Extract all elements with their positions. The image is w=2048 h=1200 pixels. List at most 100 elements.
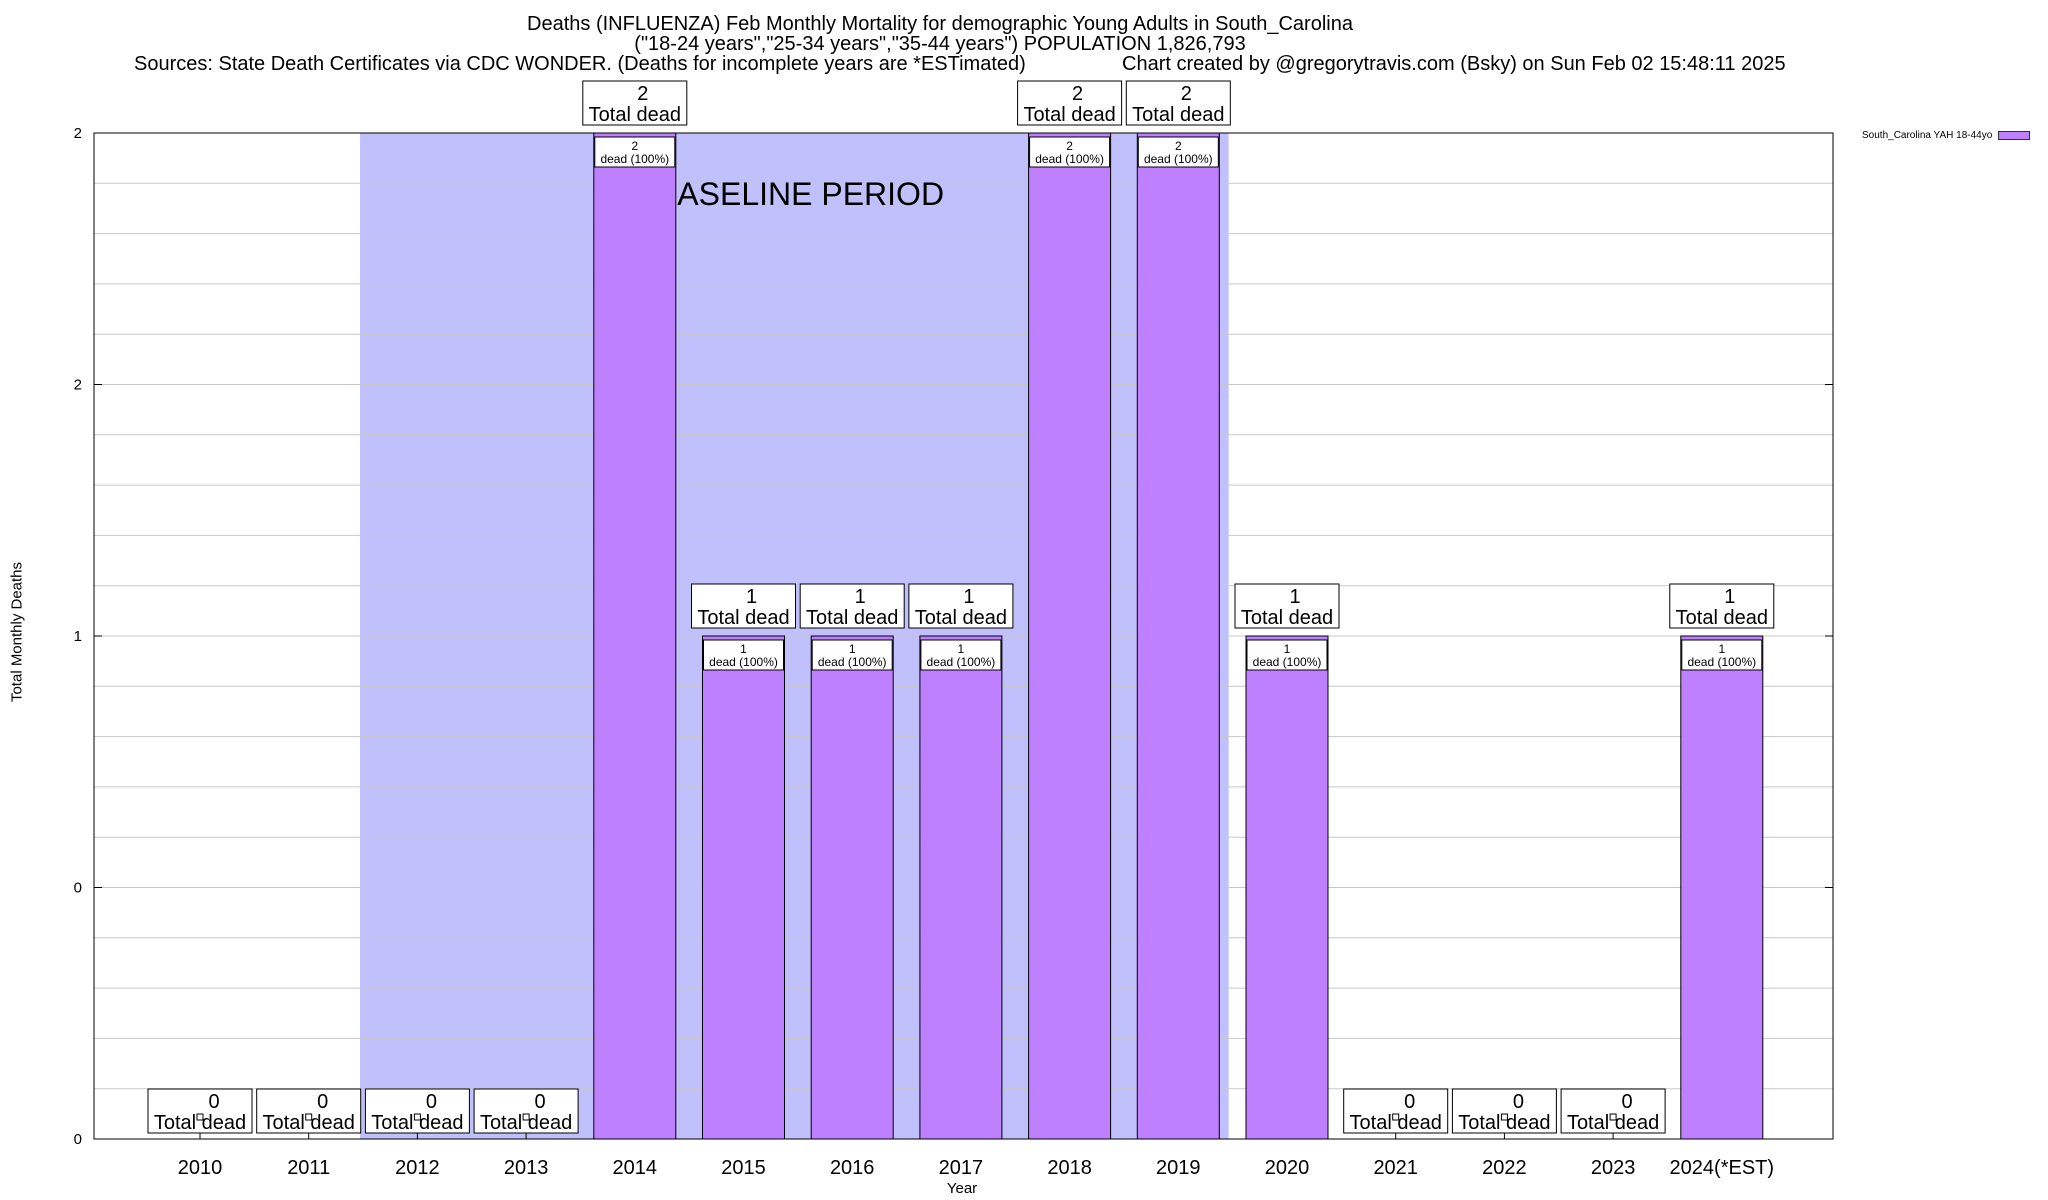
- bar-inner-value: 2: [1066, 139, 1073, 153]
- bar-inner-label-box: [1137, 136, 1219, 168]
- bar-inner-label: dead (100%): [600, 152, 669, 166]
- zero-marker: [413, 1113, 421, 1121]
- x-tick-label: 2016: [830, 1157, 875, 1179]
- total-label-box: [908, 583, 1014, 629]
- total-label-box: [691, 583, 796, 629]
- total-label-box: [1560, 1088, 1666, 1134]
- total-value: 1: [1724, 586, 1735, 608]
- total-label: Total dead: [1241, 607, 1333, 629]
- x-tick-label: 2020: [1265, 1157, 1310, 1179]
- total-value: 1: [963, 586, 974, 608]
- total-label-box: [364, 1088, 470, 1134]
- total-label-box: [1451, 1088, 1557, 1134]
- chart-sources: Sources: State Death Certificates via CD…: [134, 53, 1026, 75]
- total-label: Total dead: [480, 1112, 572, 1134]
- bar: [702, 635, 785, 1140]
- total-label: Total dead: [154, 1112, 246, 1134]
- chart-credit: Chart created by @gregorytravis.com (Bsk…: [1122, 53, 1786, 75]
- total-label-box: [1234, 583, 1340, 629]
- bar-inner-label-box: [703, 639, 784, 671]
- total-label: Total dead: [1350, 1112, 1442, 1134]
- bar: [919, 635, 1003, 1140]
- bar-inner-value: 1: [849, 642, 856, 656]
- chart-title-line-1: Deaths (INFLUENZA) Feb Monthly Mortality…: [527, 13, 1353, 35]
- total-value: 0: [1513, 1091, 1524, 1113]
- zero-marker: [196, 1113, 204, 1121]
- bar: [1136, 132, 1220, 1140]
- bar: [1245, 635, 1329, 1140]
- bar-inner-label-box: [920, 639, 1002, 671]
- total-label: Total dead: [915, 607, 1007, 629]
- bar: [1680, 635, 1764, 1140]
- x-tick-label: 2018: [1047, 1157, 1092, 1179]
- total-label-box: [473, 1088, 579, 1134]
- total-label: Total dead: [1567, 1112, 1659, 1134]
- x-tick-label: 2022: [1482, 1157, 1527, 1179]
- x-tick-label: 2019: [1156, 1157, 1201, 1179]
- total-label: Total dead: [589, 104, 681, 126]
- bar-inner-label: dead (100%): [1253, 655, 1322, 669]
- bar-inner-label-box: [811, 639, 893, 671]
- x-axis-label: Year: [946, 1180, 978, 1197]
- total-label-box: [1669, 583, 1775, 629]
- total-label-box: [147, 1088, 253, 1134]
- total-value: 2: [637, 83, 648, 105]
- bar-inner-label: dead (100%): [709, 655, 778, 669]
- bar: [593, 132, 677, 1140]
- total-value: 0: [426, 1091, 437, 1113]
- total-label: Total dead: [1458, 1112, 1550, 1134]
- bar: [810, 635, 894, 1140]
- x-tick-label: 2013: [504, 1157, 549, 1179]
- x-tick-label: 2021: [1373, 1157, 1418, 1179]
- total-label-box: [256, 1088, 362, 1134]
- zero-marker: [1392, 1113, 1400, 1121]
- bar: [1028, 132, 1112, 1140]
- total-label: Total dead: [371, 1112, 463, 1134]
- zero-marker: [522, 1113, 530, 1121]
- total-value: 1: [746, 586, 757, 608]
- bar-inner-value: 1: [1718, 642, 1725, 656]
- bar-inner-value: 2: [631, 139, 638, 153]
- total-value: 0: [208, 1091, 219, 1113]
- total-value: 0: [535, 1091, 546, 1113]
- total-value: 0: [1622, 1091, 1633, 1113]
- zero-marker: [305, 1113, 313, 1121]
- bar-inner-label: dead (100%): [1687, 655, 1756, 669]
- total-value: 2: [1181, 83, 1192, 105]
- x-tick-label: 2015: [721, 1157, 766, 1179]
- total-value: 2: [1072, 83, 1083, 105]
- bar-inner-value: 1: [740, 642, 747, 656]
- total-label-box: [582, 80, 688, 126]
- total-value: 1: [1289, 586, 1300, 608]
- total-value: 0: [317, 1091, 328, 1113]
- y-tick-label: 0: [74, 1131, 82, 1148]
- x-tick-label: 2012: [395, 1157, 440, 1179]
- bar-inner-label: dead (100%): [818, 655, 887, 669]
- legend-swatch: [1998, 131, 2031, 140]
- total-label: Total dead: [697, 607, 789, 629]
- baseline-period-label: BASELINE PERIOD: [656, 176, 944, 212]
- total-label-box: [799, 583, 905, 629]
- x-tick-label: 2010: [178, 1157, 223, 1179]
- legend: South_Carolina YAH 18-44yo: [1862, 130, 2031, 141]
- total-label-box: [1017, 80, 1123, 126]
- total-label: Total dead: [1676, 607, 1768, 629]
- legend-label: South_Carolina YAH 18-44yo: [1862, 130, 1993, 141]
- y-axis-label: Total Monthly Deaths: [8, 561, 26, 703]
- bar-inner-label: dead (100%): [927, 655, 996, 669]
- total-label: Total dead: [806, 607, 898, 629]
- y-tick-label: 0: [74, 880, 82, 897]
- bar-inner-label-box: [1246, 639, 1328, 671]
- bar-inner-value: 1: [958, 642, 965, 656]
- total-label-box: [1343, 1088, 1449, 1134]
- bar-inner-label: dead (100%): [1144, 152, 1213, 166]
- chart-title-line-2: ("18-24 years","25-34 years","35-44 year…: [634, 33, 1246, 55]
- bar-inner-label-box: [594, 136, 676, 168]
- bar-inner-value: 1: [1284, 642, 1291, 656]
- zero-marker: [1609, 1113, 1617, 1121]
- x-tick-label: 2023: [1591, 1157, 1636, 1179]
- x-tick-label: 2011: [287, 1157, 330, 1179]
- bar-inner-label-box: [1029, 136, 1111, 168]
- y-tick-label: 2: [74, 377, 82, 394]
